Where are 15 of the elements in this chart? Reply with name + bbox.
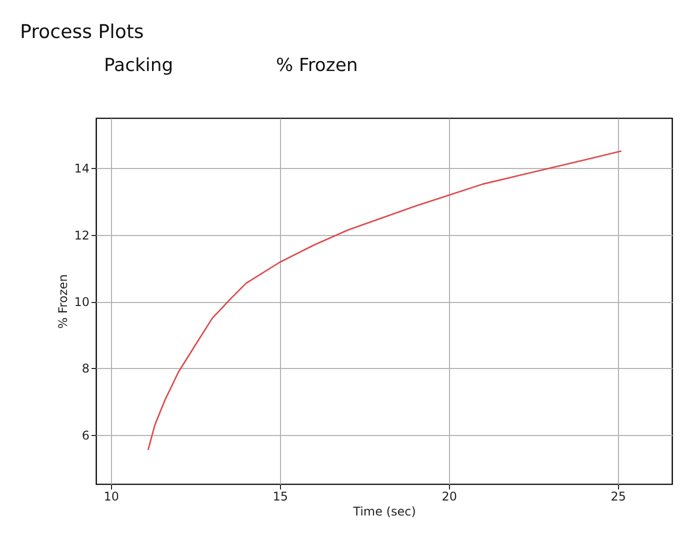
y-tick-label: 8 xyxy=(82,362,90,376)
x-tick-label: 10 xyxy=(104,490,120,504)
y-tick-label: 14 xyxy=(74,162,90,176)
y-tick-label: 6 xyxy=(82,428,90,442)
line-series xyxy=(147,150,622,451)
x-tick-label: 20 xyxy=(442,490,458,504)
x-tick-label: 15 xyxy=(272,490,288,504)
x-tick-label: 25 xyxy=(610,490,626,504)
text: Packing xyxy=(104,55,174,76)
y-tick-label: 12 xyxy=(74,228,90,242)
y-tick-label: 10 xyxy=(74,295,90,309)
x-axis-title: Time (sec) xyxy=(352,504,416,518)
y-axis-title: % Frozen xyxy=(56,274,70,329)
chart-title: Process Plots xyxy=(20,21,144,43)
text: % Frozen xyxy=(276,55,358,76)
